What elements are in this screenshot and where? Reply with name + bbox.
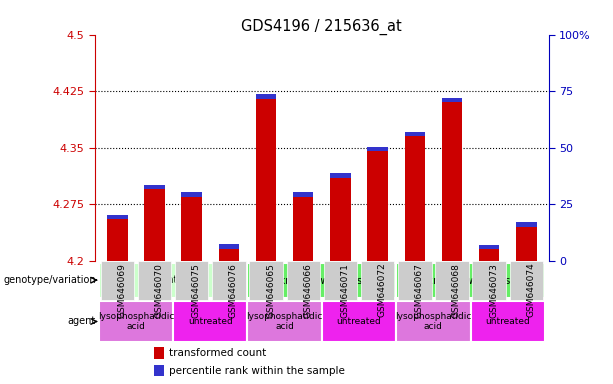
Text: untreated: untreated: [337, 317, 381, 326]
Bar: [293, 197, 313, 261]
Bar: [181, 192, 202, 197]
Bar: [154, 347, 164, 359]
Text: untreated: untreated: [485, 317, 530, 326]
Bar: [144, 185, 165, 189]
Text: NET1 knockdown (63 shRNA): NET1 knockdown (63 shRNA): [251, 275, 393, 285]
Bar: [367, 151, 388, 261]
FancyBboxPatch shape: [138, 261, 171, 300]
Text: GSM646075: GSM646075: [192, 263, 200, 318]
Bar: [330, 178, 351, 261]
Bar: [330, 173, 351, 178]
Text: percentile rank within the sample: percentile rank within the sample: [169, 366, 345, 376]
FancyBboxPatch shape: [509, 261, 543, 300]
Bar: [256, 99, 276, 261]
Text: GSM646067: GSM646067: [415, 263, 424, 318]
Bar: [256, 94, 276, 99]
Bar: [144, 189, 165, 261]
Text: GSM646068: GSM646068: [452, 263, 461, 318]
Text: lysophosphatidic
acid: lysophosphatidic acid: [97, 312, 174, 331]
Text: GSM646069: GSM646069: [117, 263, 126, 318]
FancyBboxPatch shape: [324, 261, 357, 300]
FancyBboxPatch shape: [248, 263, 396, 298]
Bar: [107, 219, 128, 261]
Bar: [442, 98, 462, 103]
Text: control: control: [156, 275, 190, 285]
FancyBboxPatch shape: [286, 261, 320, 300]
FancyBboxPatch shape: [396, 301, 471, 342]
FancyBboxPatch shape: [361, 261, 394, 300]
FancyBboxPatch shape: [248, 301, 322, 342]
FancyBboxPatch shape: [249, 261, 283, 300]
FancyBboxPatch shape: [99, 301, 173, 342]
Text: GSM646072: GSM646072: [378, 263, 387, 318]
FancyBboxPatch shape: [322, 301, 396, 342]
Bar: [516, 222, 536, 227]
Text: agent: agent: [67, 316, 96, 326]
Text: transformed count: transformed count: [169, 348, 266, 358]
Text: GSM646065: GSM646065: [266, 263, 275, 318]
FancyBboxPatch shape: [398, 261, 432, 300]
Text: GSM646071: GSM646071: [340, 263, 349, 318]
Bar: [516, 227, 536, 261]
Bar: [367, 147, 388, 151]
FancyBboxPatch shape: [212, 261, 246, 300]
FancyBboxPatch shape: [175, 261, 208, 300]
FancyBboxPatch shape: [435, 261, 469, 300]
FancyBboxPatch shape: [396, 263, 545, 298]
Bar: [442, 103, 462, 261]
FancyBboxPatch shape: [473, 261, 506, 300]
Bar: [154, 365, 164, 376]
FancyBboxPatch shape: [99, 263, 248, 298]
FancyBboxPatch shape: [173, 301, 248, 342]
Bar: [405, 132, 425, 136]
Bar: [181, 197, 202, 261]
Bar: [479, 245, 500, 250]
FancyBboxPatch shape: [101, 261, 134, 300]
Text: GSM646073: GSM646073: [489, 263, 498, 318]
Text: GSM646076: GSM646076: [229, 263, 238, 318]
FancyBboxPatch shape: [471, 301, 545, 342]
Text: NET1 knockdown (65 shRNA): NET1 knockdown (65 shRNA): [400, 275, 542, 285]
Bar: [219, 250, 239, 261]
Bar: [107, 215, 128, 219]
Bar: [405, 136, 425, 261]
Text: lysophosphatidic
acid: lysophosphatidic acid: [395, 312, 471, 331]
Text: GSM646066: GSM646066: [303, 263, 312, 318]
Text: genotype/variation: genotype/variation: [3, 275, 96, 285]
Bar: [479, 250, 500, 261]
Text: lysophosphatidic
acid: lysophosphatidic acid: [246, 312, 323, 331]
Text: untreated: untreated: [188, 317, 233, 326]
Bar: [219, 244, 239, 250]
Bar: [293, 192, 313, 197]
Title: GDS4196 / 215636_at: GDS4196 / 215636_at: [242, 18, 402, 35]
Text: GSM646070: GSM646070: [154, 263, 164, 318]
Text: GSM646074: GSM646074: [527, 263, 535, 318]
